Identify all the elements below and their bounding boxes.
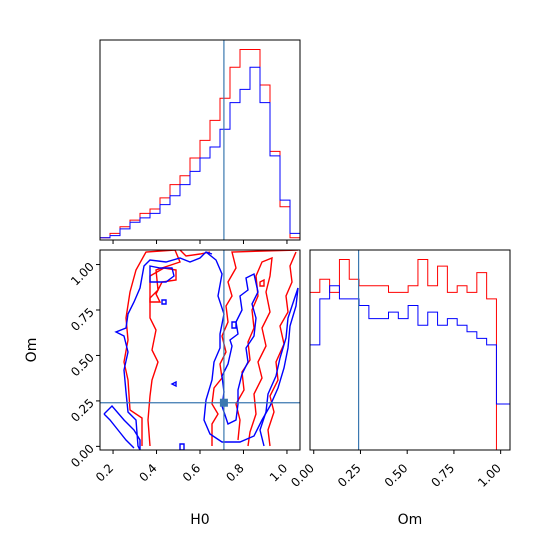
contour-xtick-label-4: 1.0 — [267, 461, 290, 484]
blue-contour-far-right — [259, 287, 299, 447]
red-contour-small-blob — [259, 278, 265, 287]
histogram-om-series-1 — [309, 285, 511, 450]
red-contour-outer-left — [123, 250, 181, 447]
contour-panel: 0.2 0.4 0.6 0.8 1.0 0.000.250.500.751.00 H0 … — [24, 249, 301, 528]
histogram-om-frame — [309, 249, 511, 451]
contour-xtick-label-2: 0.6 — [180, 461, 203, 484]
contours-blue-series — [103, 251, 299, 450]
blue-contour-left-tail — [103, 413, 135, 449]
blue-contour-small-blob-3 — [170, 380, 177, 388]
contour-ytick-label-3: 0.75 — [68, 305, 97, 334]
contour-xtick-label-3: 0.8 — [223, 461, 246, 484]
histogram-om-xtick-label-1: 0.25 — [335, 461, 364, 490]
red-contour-inner-left — [149, 267, 177, 303]
blue-contour-inner-right — [221, 272, 259, 425]
contour-ytick-label-0: 0.00 — [68, 441, 97, 470]
red-contour-inner-right — [235, 256, 273, 447]
contour-ytick-label-2: 0.50 — [68, 351, 97, 380]
contour-ytick-label-1: 0.25 — [68, 396, 97, 425]
blue-contour-inner-left — [149, 265, 175, 283]
blue-contour-small-blob-4 — [179, 443, 185, 450]
xlabel-om: Om — [398, 512, 423, 528]
blue-contour-outer-right — [203, 251, 299, 443]
histogram-om-xtick-label-4: 1.00 — [475, 461, 504, 490]
blue-contour-small-blob-2 — [231, 321, 237, 329]
xlabel-h0: H0 — [190, 512, 209, 528]
histogram-om-series-0 — [309, 259, 510, 451]
histogram-om-xtick-label-0: 0.00 — [288, 461, 317, 490]
histogram-om-xtick-label-3: 0.75 — [428, 461, 457, 490]
truth-point-marker — [219, 398, 228, 407]
ylabel-om: Om — [24, 338, 40, 363]
histogram-om-panel: 0.00 0.25 0.50 0.75 1.00 Om — [288, 249, 511, 528]
histogram-h0-panel — [99, 39, 301, 244]
blue-contour-outer-left — [103, 251, 213, 450]
blue-contour-small-blob-1 — [161, 299, 167, 305]
contour-xtick-label-0: 0.2 — [93, 461, 116, 484]
contour-xtick-label-1: 0.4 — [136, 461, 159, 484]
histogram-om-xtick-label-2: 0.50 — [382, 461, 411, 490]
contour-frame — [99, 249, 301, 451]
contour-ytick-label-4: 1.00 — [68, 260, 97, 289]
histogram-h0-series-1 — [99, 66, 301, 240]
